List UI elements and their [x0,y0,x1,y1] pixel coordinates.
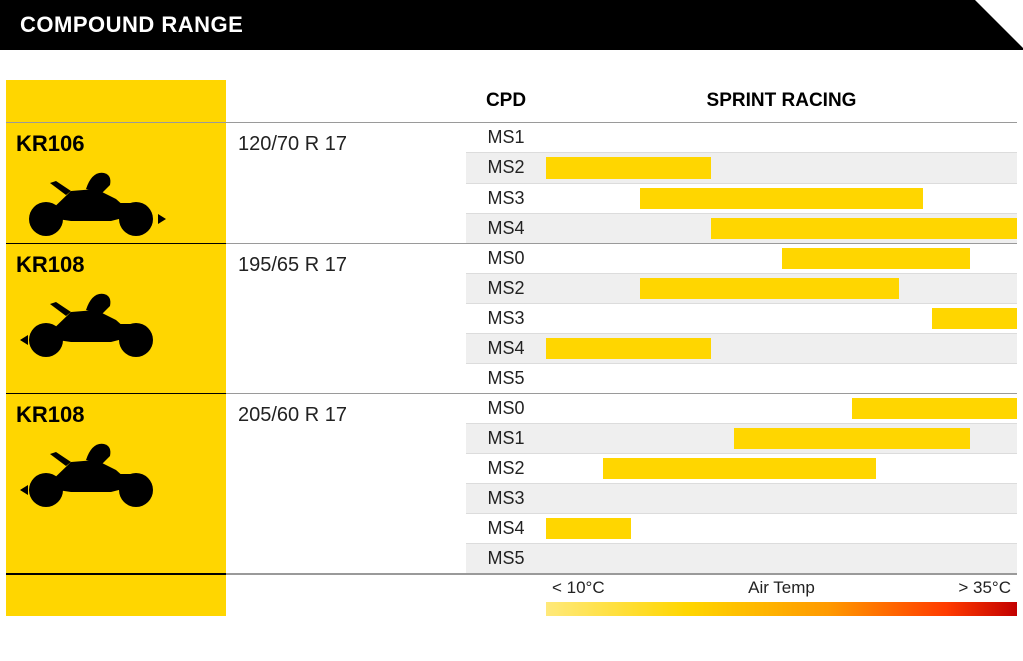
motorcycle-icon [16,161,176,239]
header-sprint: SPRINT RACING [546,80,1017,123]
model-name: KR108 [16,402,216,428]
size-cell: 195/65 R 17 [226,244,466,394]
size-cell: 205/60 R 17 [226,394,466,574]
table-header-row: CPD SPRINT RACING [6,80,1017,123]
cpd-cell: MS2 [466,274,546,304]
scale-low: < 10°C [552,578,605,598]
cpd-cell: MS3 [466,304,546,334]
range-bar-cell [546,454,1017,484]
page-title: COMPOUND RANGE [20,12,243,37]
temperature-gradient [546,602,1017,616]
range-bar [546,518,631,539]
range-bar-cell [546,364,1017,394]
cpd-cell: MS0 [466,244,546,274]
scale-high: > 35°C [958,578,1011,598]
size-cell: 120/70 R 17 [226,123,466,244]
footer-blank [6,602,226,616]
header-cpd: CPD [466,80,546,123]
motorcycle-icon [16,432,176,510]
scale-labels-cell: < 10°C Air Temp > 35°C [546,574,1017,602]
scale-mid: Air Temp [748,578,815,598]
scale-label-row: < 10°C Air Temp > 35°C [6,574,1017,602]
motorcycle-icon [16,282,176,360]
range-bar-cell [546,484,1017,514]
footer-blank [226,602,466,616]
cpd-cell: MS0 [466,394,546,424]
cpd-cell: MS2 [466,454,546,484]
cpd-cell: MS5 [466,364,546,394]
range-bar [711,218,1017,239]
range-bar-cell [546,123,1017,153]
model-cell: KR108 [6,394,226,574]
footer-blank [466,574,546,602]
range-bar [546,157,711,178]
range-bar-cell [546,394,1017,424]
model-cell: KR106 [6,123,226,244]
range-bar-cell [546,244,1017,274]
model-cell: KR108 [6,244,226,394]
range-bar-cell [546,544,1017,574]
model-name: KR108 [16,252,216,278]
range-bar-cell [546,424,1017,454]
compound-table-wrap: CPD SPRINT RACING KR106 120/70 R 17MS1MS… [6,80,1017,616]
header-blank-size [226,80,466,123]
cpd-cell: MS3 [466,484,546,514]
table-row: KR108 205/60 R 17MS0 [6,394,1017,424]
page-title-banner: COMPOUND RANGE [0,0,1023,50]
range-bar [782,248,970,269]
range-bar [852,398,1017,419]
range-bar-cell [546,153,1017,183]
range-bar [640,188,923,209]
cpd-cell: MS1 [466,123,546,153]
cpd-cell: MS3 [466,183,546,213]
table-row: KR108 195/65 R 17MS0 [6,244,1017,274]
range-bar-cell [546,183,1017,213]
range-bar [734,428,970,449]
scale-gradient-row [6,602,1017,616]
cpd-cell: MS4 [466,514,546,544]
range-bar [932,308,1017,329]
range-bar-cell [546,304,1017,334]
footer-blank [466,602,546,616]
footer-blank [226,574,466,602]
range-bar-cell [546,334,1017,364]
model-name: KR106 [16,131,216,157]
range-bar [546,338,711,359]
range-bar [603,458,876,479]
range-bar-cell [546,274,1017,304]
cpd-cell: MS2 [466,153,546,183]
table-row: KR106 120/70 R 17MS1 [6,123,1017,153]
header-blank-model [6,80,226,123]
footer-blank [6,574,226,602]
cpd-cell: MS4 [466,213,546,243]
range-bar [640,278,899,299]
cpd-cell: MS5 [466,544,546,574]
range-bar-cell [546,213,1017,243]
cpd-cell: MS4 [466,334,546,364]
compound-table: CPD SPRINT RACING KR106 120/70 R 17MS1MS… [6,80,1017,616]
range-bar-cell [546,514,1017,544]
cpd-cell: MS1 [466,424,546,454]
